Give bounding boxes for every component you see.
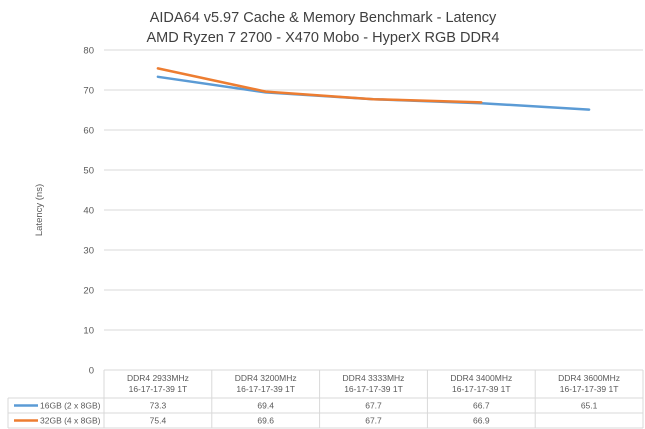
y-axis-label: Latency (ns) — [34, 184, 45, 236]
y-tick-label: 10 — [83, 326, 94, 337]
data-cell-value: 66.7 — [473, 401, 490, 411]
y-tick-label: 60 — [83, 126, 94, 137]
data-cell-value: 75.4 — [150, 416, 167, 426]
y-tick-labels: 0 10 20 30 40 50 60 70 80 — [83, 46, 94, 377]
data-cell-value: 67.7 — [365, 416, 382, 426]
series-lines — [156, 67, 591, 111]
y-tick-label: 50 — [83, 166, 94, 177]
data-cell-value: 69.6 — [257, 416, 274, 426]
x-category-label: DDR4 3200MHz — [235, 373, 297, 383]
x-category-sublabel: 16-17-17-39 1T — [236, 384, 295, 394]
legend-entry: 16GB (2 x 8GB) — [40, 401, 101, 411]
y-tick-label: 0 — [89, 366, 94, 377]
series-line — [156, 67, 483, 104]
chart-subtitle: AMD Ryzen 7 2700 - X470 Mobo - HyperX RG… — [147, 30, 500, 46]
y-tick-label: 80 — [83, 46, 94, 57]
data-cell-value: 65.1 — [581, 401, 598, 411]
y-tick-label: 20 — [83, 286, 94, 297]
data-cell-value: 66.9 — [473, 416, 490, 426]
x-category-sublabel: 16-17-17-39 1T — [560, 384, 619, 394]
x-category-label: DDR4 3600MHz — [558, 373, 620, 383]
gridlines — [104, 49, 643, 371]
x-category-sublabel: 16-17-17-39 1T — [452, 384, 511, 394]
chart-title: AIDA64 v5.97 Cache & Memory Benchmark - … — [150, 10, 497, 26]
x-category-label: DDR4 3400MHz — [450, 373, 512, 383]
data-cell-value: 69.4 — [257, 401, 274, 411]
y-tick-label: 40 — [83, 206, 94, 217]
data-cell-value: 67.7 — [365, 401, 382, 411]
data-cell-value: 73.3 — [150, 401, 167, 411]
x-category-sublabel: 16-17-17-39 1T — [129, 384, 188, 394]
x-category-label: DDR4 3333MHz — [343, 373, 405, 383]
x-category-label: DDR4 2933MHz — [127, 373, 189, 383]
x-category-sublabel: 16-17-17-39 1T — [344, 384, 403, 394]
y-tick-label: 30 — [83, 246, 94, 257]
legend-entry: 32GB (4 x 8GB) — [40, 416, 101, 426]
y-tick-label: 70 — [83, 86, 94, 97]
